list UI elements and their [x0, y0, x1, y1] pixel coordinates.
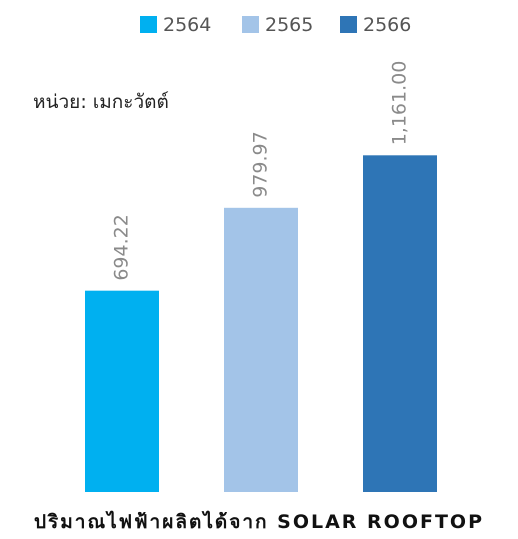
legend-swatch-2565: [242, 16, 259, 33]
legend-swatch-2566: [340, 16, 357, 33]
bars-group: [85, 155, 437, 492]
legend-label-2565: 2565: [265, 14, 313, 36]
chart-legend: 2564 2565 2566: [140, 14, 411, 36]
value-label-2566: 1,161.00: [389, 61, 411, 146]
bar-2565: [224, 207, 298, 492]
legend-label-2564: 2564: [163, 14, 211, 36]
bar-2566: [363, 155, 437, 492]
bar-2564: [85, 290, 159, 492]
legend-label-2566: 2566: [363, 14, 411, 36]
legend-swatch-2564: [140, 16, 157, 33]
unit-label: หน่วย: เมกะวัตต์: [33, 91, 169, 113]
value-labels-group: 694.22 979.97 1,161.00: [111, 61, 411, 281]
value-label-2565: 979.97: [250, 131, 272, 197]
chart-title: ปริมาณไฟฟ้าผลิตได้จาก SOLAR ROOFTOP: [34, 510, 484, 533]
value-label-2564: 694.22: [111, 214, 133, 280]
